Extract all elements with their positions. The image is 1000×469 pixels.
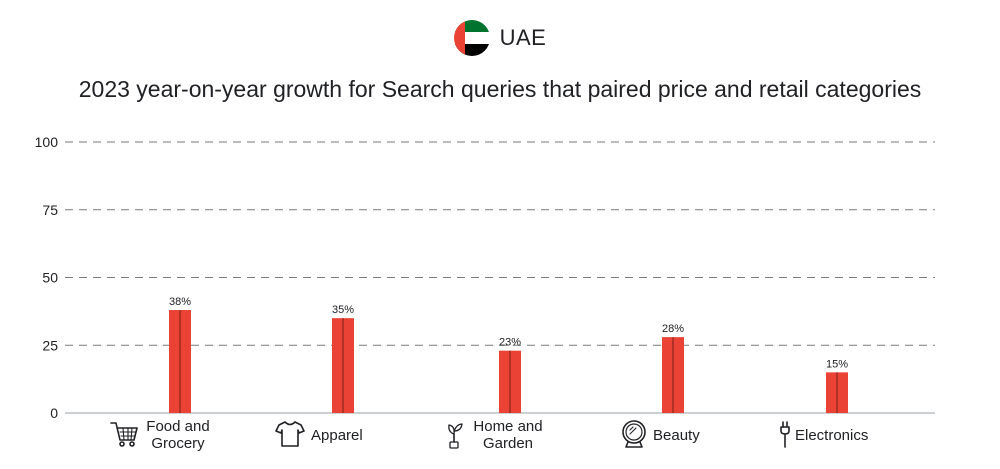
data-label: 15% bbox=[826, 358, 848, 370]
y-tick-label: 0 bbox=[50, 405, 58, 421]
category-label: Apparel bbox=[311, 427, 363, 444]
chart-header: UAE bbox=[0, 18, 1000, 58]
mirror-icon bbox=[622, 420, 646, 448]
uae-flag-icon bbox=[453, 20, 490, 56]
category-label: Electronics bbox=[795, 427, 868, 444]
y-tick-label: 50 bbox=[42, 270, 58, 286]
y-tick-label: 75 bbox=[42, 202, 58, 218]
data-label: 23% bbox=[499, 337, 521, 349]
bar-chart: 0 25 50 75 100 38% 35% 23% 28% 15% Food and Grocery… bbox=[35, 134, 935, 452]
data-label: 38% bbox=[169, 296, 191, 308]
plant-icon bbox=[448, 423, 463, 449]
category-label: Food and Grocery bbox=[146, 418, 209, 452]
y-tick-label: 25 bbox=[42, 337, 58, 353]
plug-icon bbox=[780, 421, 790, 448]
y-tick-label: 100 bbox=[35, 134, 59, 150]
data-label: 28% bbox=[662, 323, 684, 335]
chart-title: 2023 year-on-year growth for Search quer… bbox=[78, 76, 922, 102]
shopping-cart-icon bbox=[110, 422, 138, 447]
tshirt-icon bbox=[275, 421, 305, 447]
data-label: 35% bbox=[332, 304, 354, 316]
country-label: UAE bbox=[499, 25, 547, 50]
category-label: Home and Garden bbox=[473, 418, 542, 452]
category-label: Beauty bbox=[653, 427, 700, 444]
